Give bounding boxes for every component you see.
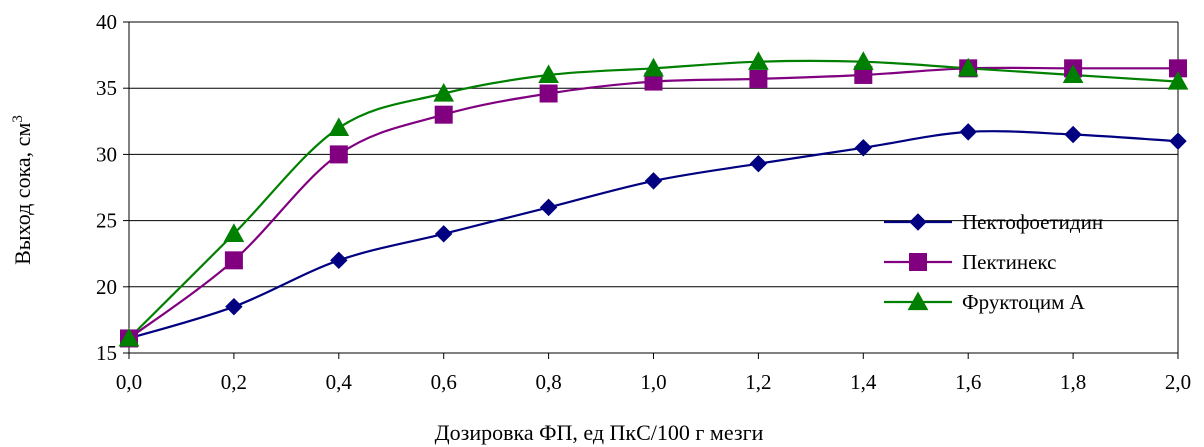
legend-label: Пектинекс <box>962 250 1056 274</box>
x-tick-label: 0,6 <box>431 370 457 394</box>
axes <box>123 21 1179 359</box>
y-tick-label: 40 <box>96 10 117 34</box>
point-triangle-10 <box>1167 71 1189 90</box>
point-diamond-1 <box>225 297 243 316</box>
legend-marker-triangle <box>907 291 929 311</box>
point-diamond-7 <box>854 139 873 157</box>
legend-marker-diamond <box>909 213 927 231</box>
y-axis-label-superscript: 3 <box>10 115 26 123</box>
legend-label: Пектофоетидин <box>962 210 1103 234</box>
point-square-3 <box>434 105 453 124</box>
legend-marker-square <box>909 253 927 271</box>
point-diamond-9 <box>1064 125 1082 144</box>
legend-label: Фруктоцим А <box>962 290 1086 314</box>
point-triangle-1 <box>223 223 245 242</box>
y-tick-label: 35 <box>96 76 117 100</box>
point-diamond-3 <box>434 225 453 243</box>
y-tick-label: 25 <box>96 209 117 233</box>
point-triangle-6 <box>748 51 769 70</box>
y-tick-label: 20 <box>96 275 117 299</box>
x-tick-label: 0,4 <box>326 370 353 394</box>
point-triangle-4 <box>538 64 559 84</box>
x-tick-label: 1,4 <box>850 370 877 394</box>
series-line-triangle <box>128 59 1179 340</box>
x-tick-label: 1,2 <box>745 370 771 394</box>
point-square-1 <box>224 251 243 270</box>
y-tick-label: 15 <box>96 341 117 365</box>
point-triangle-8 <box>957 57 979 77</box>
legend: Пектофоетидин Пектинекс Фруктоцим А <box>884 210 1103 314</box>
x-axis-label: Дозировка ФП, ед ПкС/100 г мезги <box>435 420 764 445</box>
point-square-6 <box>749 69 768 88</box>
point-triangle-2 <box>328 117 350 137</box>
x-tick-label: 0,0 <box>116 370 142 394</box>
point-square-2 <box>329 145 348 164</box>
point-triangle-0 <box>118 327 140 347</box>
point-diamond-10 <box>1169 132 1187 150</box>
y-tick-label: 30 <box>96 142 117 166</box>
point-triangle-9 <box>1062 64 1084 84</box>
y-axis-label: Выход сока, см3 <box>10 115 35 265</box>
point-square-4 <box>539 84 558 103</box>
x-tick-label: 1,6 <box>955 370 981 394</box>
point-triangle-7 <box>852 51 874 70</box>
series-markers <box>118 51 1189 348</box>
y-tick-labels: 15 20 25 30 35 40 <box>96 10 117 365</box>
point-diamond-6 <box>749 154 768 173</box>
point-triangle-3 <box>433 82 455 102</box>
point-diamond-4 <box>539 198 558 217</box>
x-tick-labels: 0,0 0,2 0,4 0,6 0,8 1,0 1,2 1,4 1,6 1,8 2,0 <box>116 370 1191 394</box>
x-tick-label: 0,2 <box>221 370 247 394</box>
x-tick-label: 1,8 <box>1060 370 1086 394</box>
point-diamond-2 <box>330 251 348 270</box>
x-tick-label: 0,8 <box>535 370 561 394</box>
point-triangle-5 <box>643 57 664 77</box>
x-tick-label: 1,0 <box>640 370 666 394</box>
point-diamond-5 <box>644 172 663 190</box>
x-tick-label: 2,0 <box>1165 370 1191 394</box>
point-diamond-8 <box>959 123 977 141</box>
y-axis-label-text: Выход сока, см <box>10 123 35 265</box>
